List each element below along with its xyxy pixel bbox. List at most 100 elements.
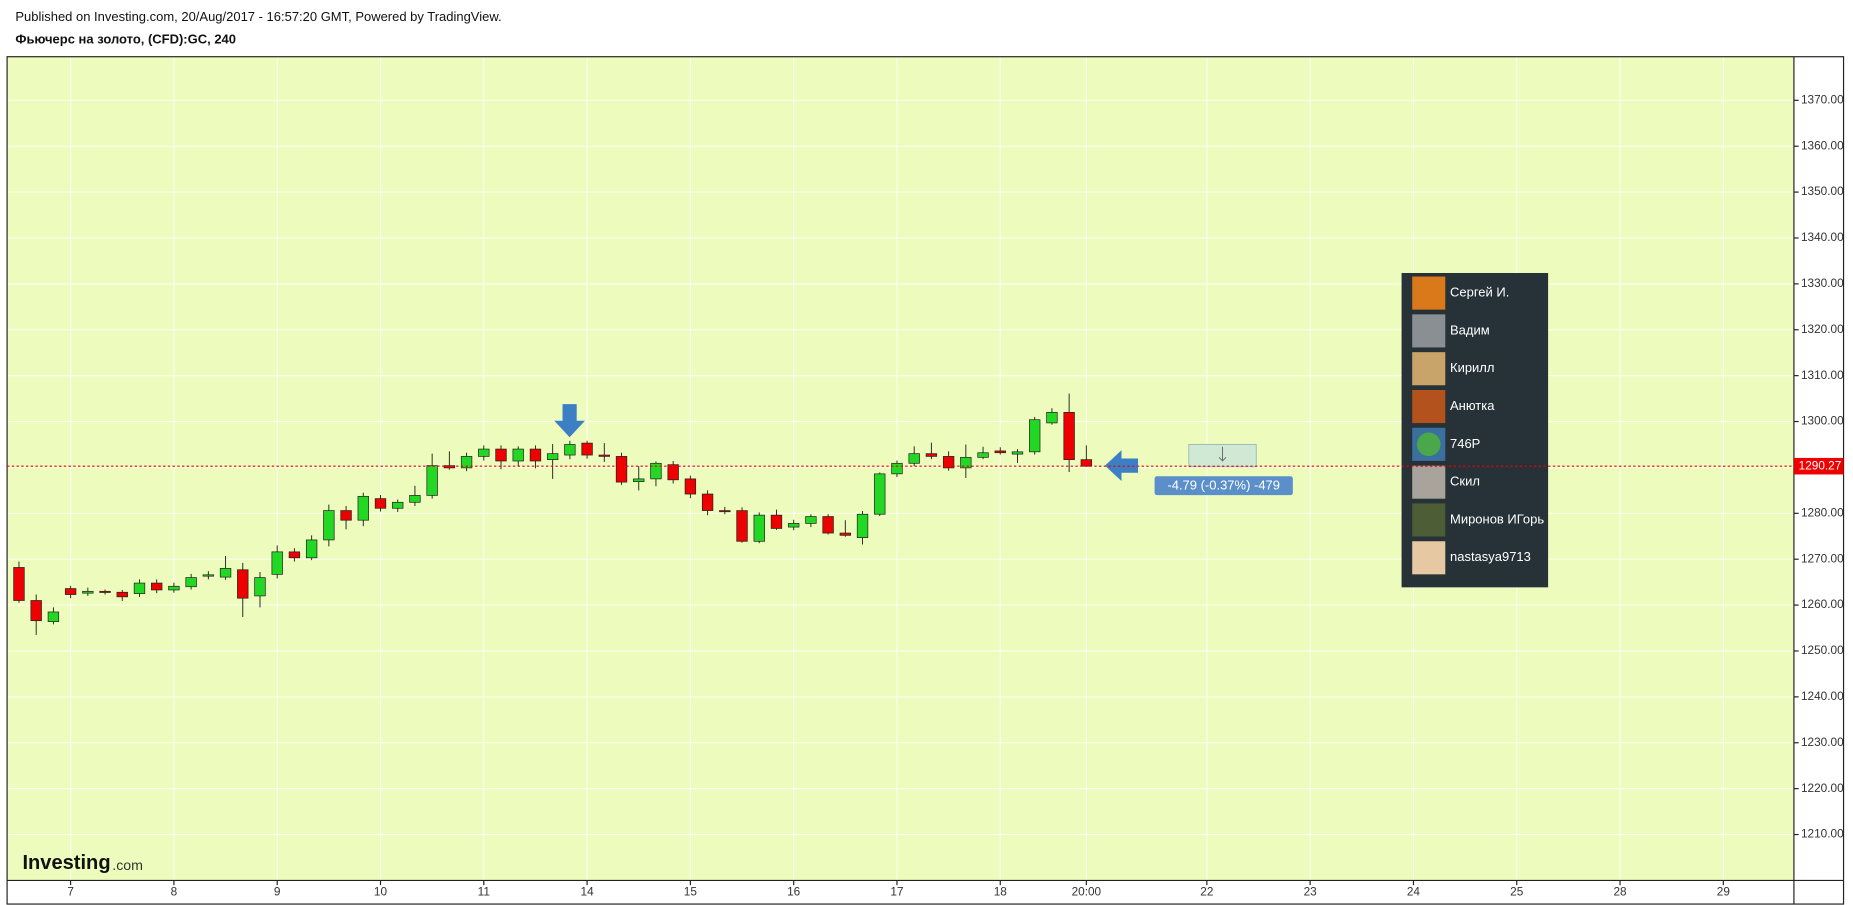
candle-body [219, 568, 232, 578]
candle-body [99, 590, 111, 593]
y-tick-label: 1280.00 [1801, 505, 1844, 519]
avatars [1412, 276, 1446, 575]
candle-body [701, 493, 714, 511]
candle-body [615, 456, 628, 483]
x-tick-label: 18 [994, 884, 1008, 898]
candle-body [254, 577, 266, 597]
avatar [1412, 276, 1446, 310]
candle-body [994, 450, 1006, 454]
x-tick-label: 16 [787, 884, 801, 898]
candle-body [271, 551, 283, 575]
chart-title: Фьючерс на золото, (CFD):GC, 240 [15, 32, 236, 47]
candle-body [856, 513, 869, 538]
x-tick-label: 14 [581, 884, 595, 898]
avatar [1412, 465, 1446, 499]
candle-body [202, 574, 215, 577]
candle-body [409, 495, 421, 503]
candle-body [151, 582, 163, 591]
x-tick-label: 17 [890, 884, 903, 898]
y-tick-label: 1360.00 [1801, 138, 1844, 152]
candle-body [650, 462, 662, 480]
x-tick-label: 15 [684, 884, 698, 898]
candle-body [340, 510, 352, 521]
candle-body [564, 444, 576, 456]
last-price-tag [1793, 457, 1844, 475]
candle-body [478, 448, 490, 457]
y-tick-label: 1300.00 [1801, 414, 1844, 428]
x-tick-label: 11 [478, 884, 490, 898]
candle-body [1011, 451, 1024, 455]
candles [13, 393, 1093, 635]
x-tick-label: 24 [1407, 884, 1421, 898]
y-tick-label: 1210.00 [1801, 827, 1844, 841]
y-tick-label: 1260.00 [1801, 597, 1844, 611]
x-tick-label: 23 [1304, 884, 1318, 898]
x-tick-label: 22 [1200, 884, 1213, 898]
candle-body [736, 510, 748, 542]
avatar-globe [1416, 432, 1441, 457]
y-tick-label: 1310.00 [1801, 368, 1844, 382]
x-tick-label: 28 [1613, 884, 1627, 898]
candle-body [185, 577, 197, 588]
candle-body [168, 585, 180, 591]
x-tick-label: 7 [67, 884, 74, 898]
x-tick-label: 9 [274, 884, 281, 898]
y-tick-label: 1330.00 [1801, 276, 1844, 290]
candle-body [357, 495, 369, 521]
candle-body [116, 591, 128, 598]
x-tick-label: 20:00 [1072, 884, 1102, 898]
y-tick-label: 1340.00 [1801, 230, 1844, 244]
candle-body [598, 454, 610, 457]
user-name: Вадим [1450, 322, 1490, 337]
candle-body [13, 567, 25, 601]
candle-body [47, 611, 60, 622]
candle-body [305, 539, 318, 559]
y-tick-label: 1220.00 [1801, 781, 1844, 795]
candle-body [581, 442, 593, 456]
candle-body [1029, 419, 1041, 453]
candle-body [684, 478, 697, 495]
candle-body [1063, 412, 1075, 460]
measure-arrow [1218, 446, 1227, 462]
candle-body [753, 514, 765, 542]
candle-body [788, 523, 800, 528]
candle-body [323, 510, 335, 541]
user-name: Миронов ИГорь [1450, 511, 1544, 526]
y-tick-label: 1350.00 [1801, 184, 1844, 198]
candle-body [891, 462, 903, 475]
candle-body [64, 588, 77, 595]
candle-body [374, 498, 387, 509]
candle-body [512, 448, 524, 462]
user-name: Скил [1450, 474, 1480, 489]
candle-body [426, 465, 438, 496]
user-name: Сергей И. [1450, 285, 1509, 300]
avatar [1412, 389, 1446, 424]
candle-body [822, 516, 834, 534]
y-tick-label: 1270.00 [1801, 551, 1844, 565]
candle-body [770, 514, 783, 529]
y-tick-label: 1250.00 [1801, 643, 1844, 657]
candle-body [495, 448, 507, 462]
down-arrow [554, 404, 585, 438]
measure-label-bg [1154, 476, 1293, 496]
watermark-domain: .com [112, 858, 143, 874]
candle-body [960, 456, 972, 469]
subtitle: Published on Investing.com, 20/Aug/2017 … [15, 9, 501, 24]
avatar [1412, 314, 1446, 348]
candle-body [529, 448, 542, 462]
candle-body [237, 569, 249, 599]
user-name: Анютка [1450, 398, 1495, 413]
candle-body [942, 456, 955, 469]
x-tick-label: 10 [374, 884, 388, 898]
candle-body [977, 452, 989, 458]
candle-body [288, 551, 301, 559]
user-name: nastasya9713 [1450, 549, 1531, 564]
candle-body [460, 456, 473, 469]
left-arrow [1104, 450, 1139, 481]
candle-body [667, 464, 679, 481]
candle-body [82, 590, 94, 594]
user-name: 746P [1450, 436, 1480, 451]
user-list: Сергей И. Вадим Кирилл Анютка 746P Скил Мироно… [1450, 285, 1544, 565]
candle-body [133, 582, 146, 594]
